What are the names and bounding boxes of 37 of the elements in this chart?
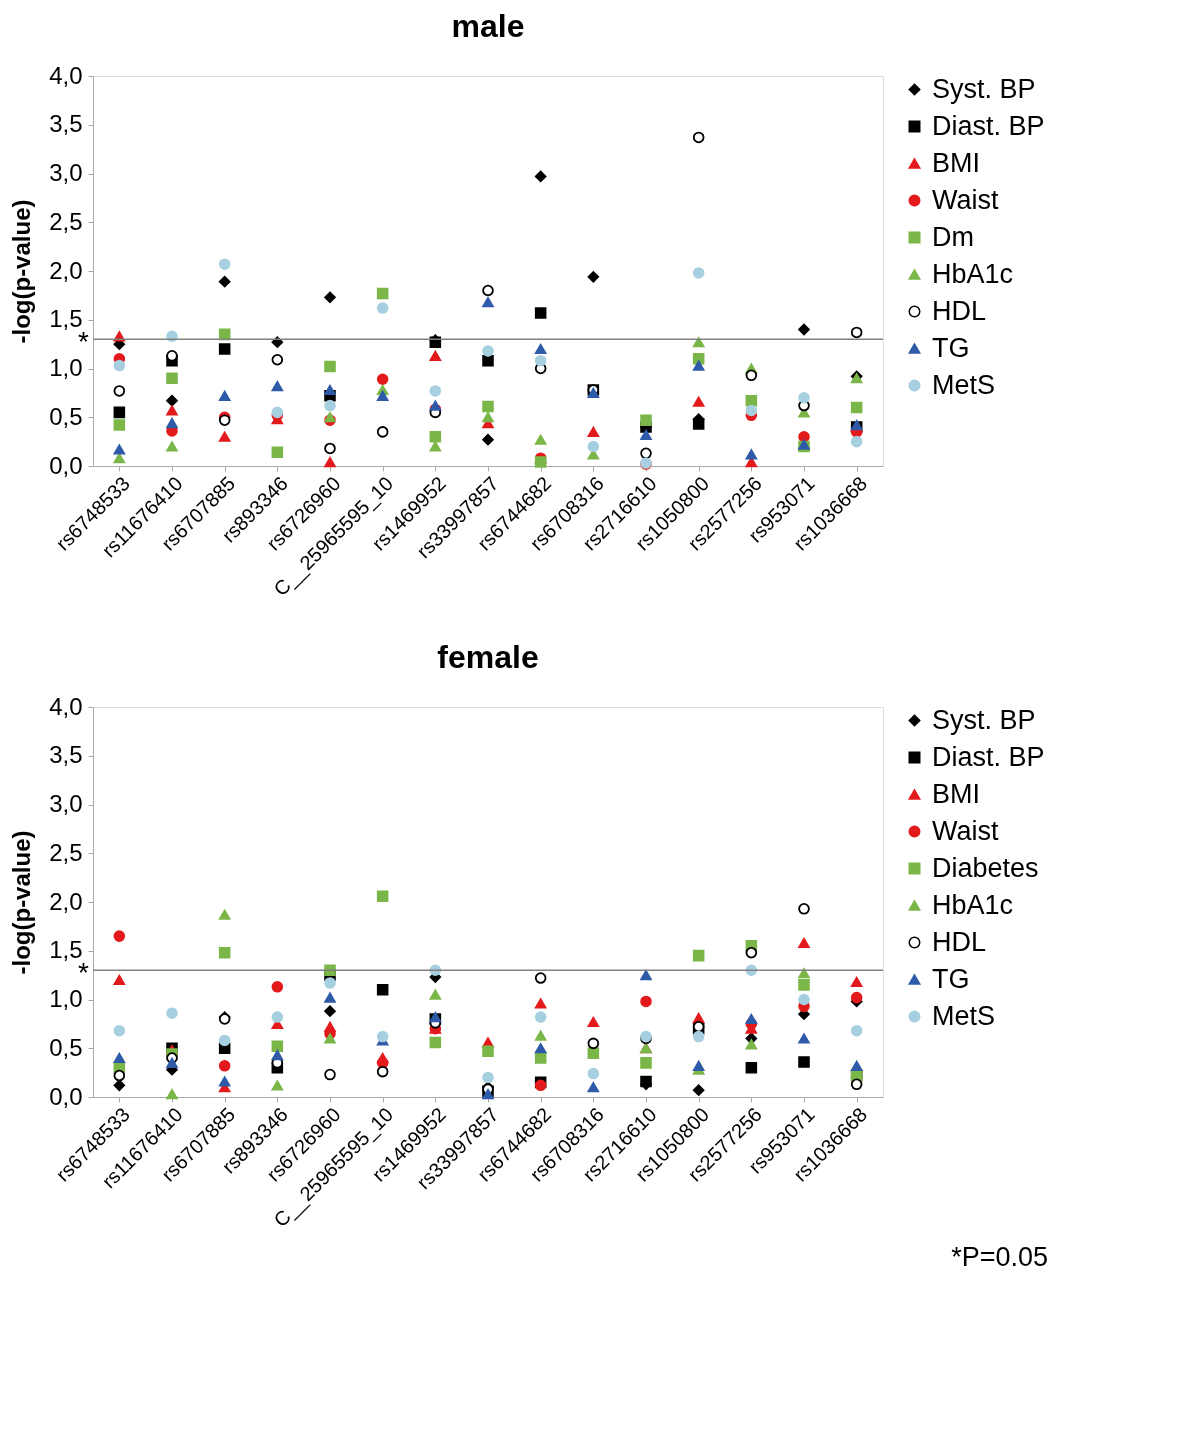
legend-label: Diast. BP <box>932 741 1045 772</box>
legend-label: Diast. BP <box>932 110 1045 141</box>
y-tick-label: 0,0 <box>49 451 83 479</box>
y-tick-label: 3,0 <box>49 790 83 817</box>
y-tick-label: 2,5 <box>49 838 83 866</box>
y-tick-label: 3,5 <box>49 110 83 138</box>
legend-label: Waist <box>932 815 999 846</box>
legend-label: HbA1c <box>932 258 1014 289</box>
legend-label: BMI <box>932 147 981 178</box>
legend-label: Syst. BP <box>932 704 1036 735</box>
legend-label: TG <box>932 963 970 994</box>
y-tick-label: 3,0 <box>49 159 83 186</box>
y-tick-label: 0,5 <box>49 402 83 430</box>
legend-label: MetS <box>932 1000 996 1031</box>
y-axis-title: -log(p-value) <box>8 830 36 975</box>
legend-label: Dm <box>932 221 974 252</box>
legend-label: Syst. BP <box>932 73 1036 104</box>
y-tick-label: 2,0 <box>49 256 83 284</box>
legend-label: HDL <box>932 926 987 957</box>
chart-title: female <box>437 639 539 675</box>
legend-label: BMI <box>932 778 981 809</box>
y-tick-label: 2,0 <box>49 887 83 915</box>
legend-label: TG <box>932 332 970 363</box>
legend-label: Diabetes <box>932 852 1039 883</box>
y-tick-label: 0,0 <box>49 1082 83 1110</box>
legend-label: HDL <box>932 295 987 326</box>
legend-label: HbA1c <box>932 889 1014 920</box>
y-tick-label: 3,5 <box>49 741 83 769</box>
text: *P=0.05 <box>951 1242 1048 1272</box>
y-tick-label: 4,0 <box>49 61 83 89</box>
y-tick-label: 0,5 <box>49 1033 83 1061</box>
chart-title: male <box>451 8 525 44</box>
y-tick-label: 4,0 <box>49 692 83 720</box>
legend-label: MetS <box>932 369 996 400</box>
y-axis-title: -log(p-value) <box>8 199 36 344</box>
y-tick-label: 2,5 <box>49 207 83 235</box>
legend-label: Waist <box>932 184 999 215</box>
